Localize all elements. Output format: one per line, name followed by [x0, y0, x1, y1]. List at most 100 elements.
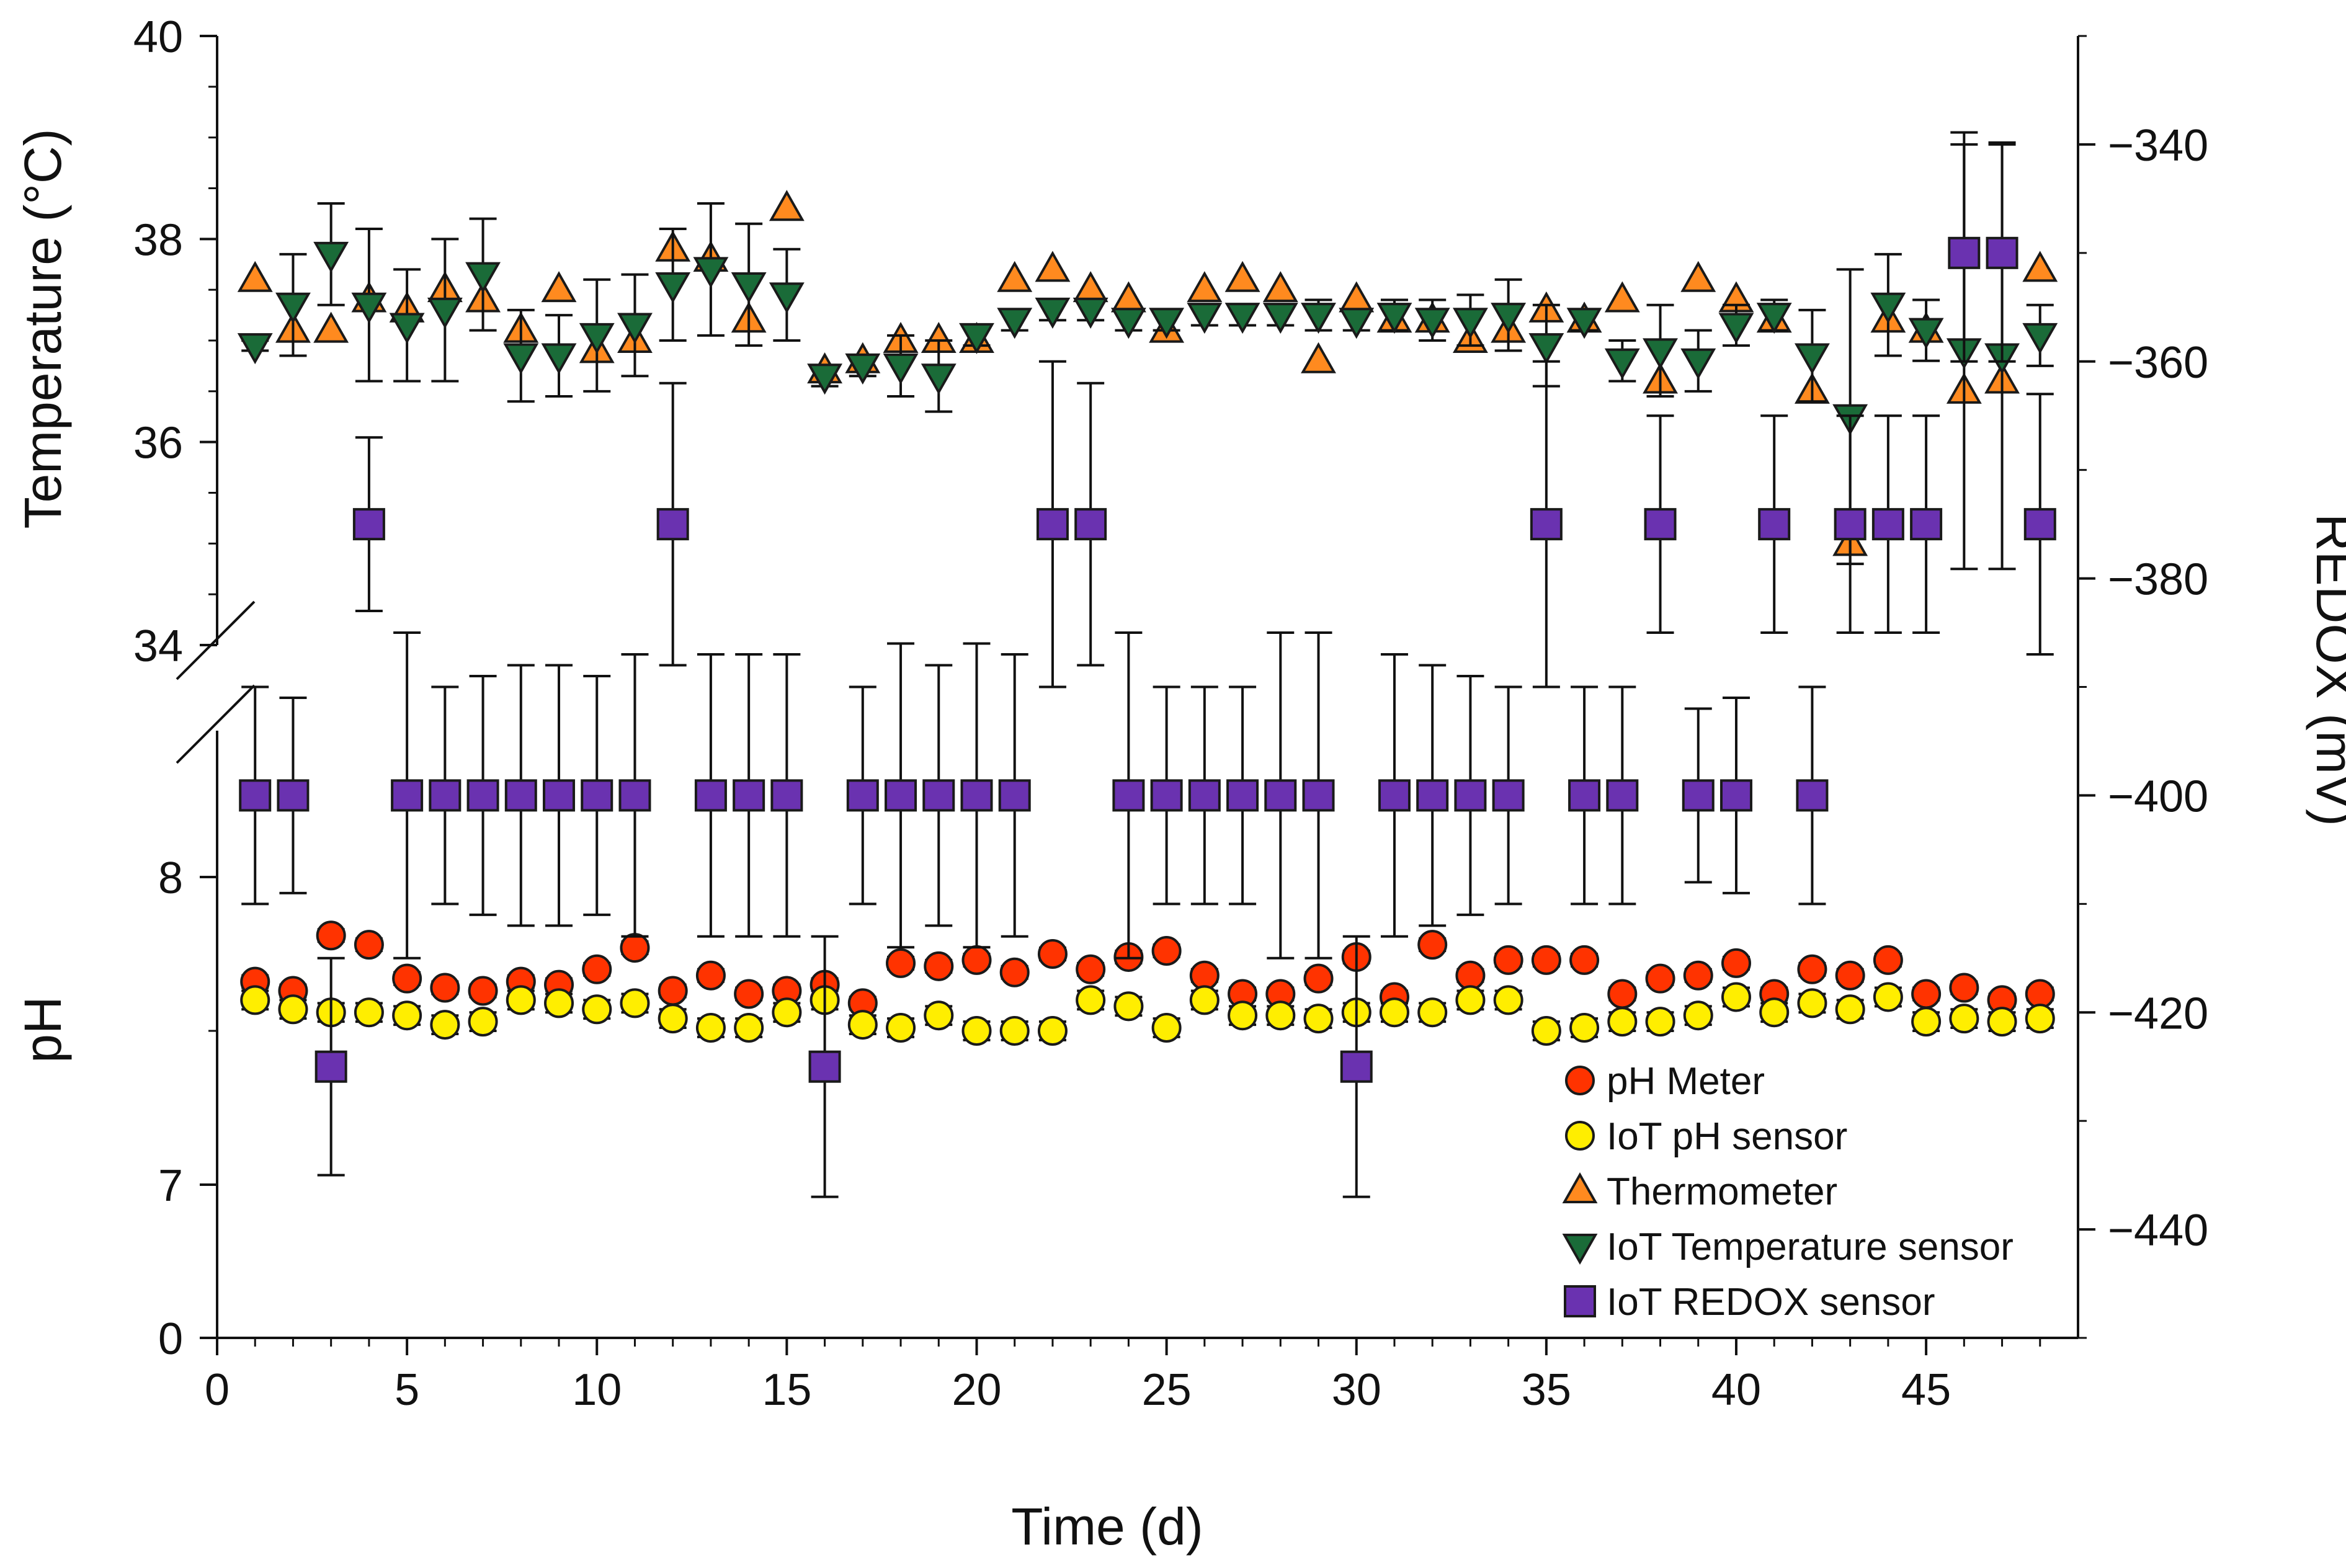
data-point	[1680, 348, 1716, 380]
data-point	[1796, 779, 1829, 812]
data-point	[1986, 236, 2018, 269]
data-point	[1604, 281, 1640, 313]
series-thermometer	[237, 190, 2058, 556]
data-point	[1873, 982, 1903, 1012]
series-iot-temp	[237, 131, 2058, 571]
data-point	[618, 779, 651, 812]
redox-tick-label: −360	[2108, 338, 2208, 388]
data-point	[845, 353, 881, 385]
data-point	[885, 779, 917, 812]
data-point	[959, 323, 994, 354]
temperature-tick-label: 36	[133, 419, 183, 468]
data-point	[278, 994, 308, 1025]
data-point	[1073, 297, 1108, 329]
temperature-tick-label: 34	[133, 621, 183, 671]
data-point	[999, 957, 1030, 987]
data-point	[1074, 508, 1107, 541]
legend-marker	[1564, 1285, 1596, 1317]
data-point	[620, 933, 650, 963]
data-point	[1870, 292, 1906, 324]
redox-axis-title: REDOX (mV)	[2306, 514, 2346, 826]
data-point	[924, 951, 954, 981]
data-point	[658, 1004, 688, 1034]
data-point	[1262, 271, 1298, 303]
redox-axis: −340 −360 −380 −400 −420 −440	[2078, 35, 2208, 1339]
ph-tick-label: 0	[158, 1314, 183, 1364]
axis-break-mark-lower	[176, 684, 256, 764]
data-point	[695, 1013, 726, 1043]
x-tick-label: 35	[1522, 1365, 1571, 1415]
data-point	[1683, 1000, 1713, 1031]
legend-label: IoT pH sensor	[1607, 1115, 1847, 1158]
data-point	[1417, 997, 1448, 1028]
data-point	[769, 282, 805, 314]
data-point	[734, 1013, 764, 1043]
data-point	[1606, 779, 1639, 812]
legend-marker	[1565, 1066, 1595, 1095]
data-point	[1226, 779, 1259, 812]
temperature-axis-title: Temperature (°C)	[14, 128, 72, 528]
data-point	[2025, 1004, 2055, 1034]
ph-tick-label: 7	[158, 1161, 183, 1211]
data-point	[1682, 779, 1715, 812]
data-point	[1037, 1016, 1068, 1046]
legend-item-iot-temp: IoT Temperature sensor	[1562, 1226, 2014, 1268]
data-point	[1604, 348, 1640, 380]
legend-label: Thermometer	[1607, 1170, 1837, 1213]
data-point	[1037, 939, 1068, 969]
data-point	[316, 920, 346, 951]
legend-label: IoT REDOX sensor	[1607, 1281, 1935, 1324]
data-point	[1416, 779, 1449, 812]
data-point	[617, 313, 653, 344]
data-point	[1228, 1000, 1258, 1031]
data-point	[1530, 508, 1563, 541]
data-point	[1835, 994, 1865, 1025]
data-point	[427, 297, 463, 329]
data-point	[1911, 1007, 1942, 1037]
data-point	[1112, 779, 1145, 812]
legend-label: IoT Temperature sensor	[1607, 1226, 2014, 1268]
temperature-tick-label: 40	[133, 12, 183, 62]
data-point	[1188, 779, 1221, 812]
data-point	[1076, 954, 1106, 984]
x-tick-label: 10	[572, 1365, 622, 1415]
data-point	[392, 963, 422, 994]
data-point	[1073, 271, 1108, 303]
x-tick-label: 45	[1901, 1365, 1951, 1415]
data-point	[430, 1010, 460, 1040]
data-point	[2022, 323, 2058, 354]
data-point	[313, 241, 349, 273]
series-iot-ph	[240, 982, 2055, 1046]
data-point	[1569, 945, 1600, 975]
data-point	[352, 508, 385, 541]
data-point	[1110, 308, 1146, 339]
legend-item-iot-redox: IoT REDOX sensor	[1564, 1281, 1935, 1324]
data-point	[1718, 313, 1754, 344]
legend-label: pH Meter	[1607, 1060, 1765, 1103]
data-point	[466, 779, 499, 812]
data-point	[1949, 973, 1979, 1003]
data-point	[1607, 1007, 1638, 1037]
data-point	[1835, 960, 1865, 991]
data-point	[354, 930, 384, 960]
redox-tick-label: −420	[2108, 989, 2208, 1038]
data-point	[769, 190, 805, 221]
legend-item-thermometer: Thermometer	[1562, 1170, 1837, 1213]
data-point	[1948, 236, 1981, 269]
data-point	[1568, 779, 1601, 812]
data-point	[1528, 333, 1564, 365]
legend-marker	[1562, 1172, 1598, 1203]
data-point	[997, 308, 1033, 339]
data-point	[2022, 251, 2058, 282]
data-point	[1340, 1050, 1373, 1083]
data-point	[1949, 1004, 1979, 1034]
x-tick-label: 15	[762, 1365, 811, 1415]
data-point	[354, 997, 384, 1028]
data-point	[1645, 1007, 1675, 1037]
data-point	[1756, 303, 1792, 334]
data-point	[541, 343, 577, 375]
data-point	[314, 1050, 347, 1083]
data-point	[1301, 342, 1336, 373]
data-point	[1455, 985, 1486, 1015]
data-point	[506, 985, 536, 1015]
